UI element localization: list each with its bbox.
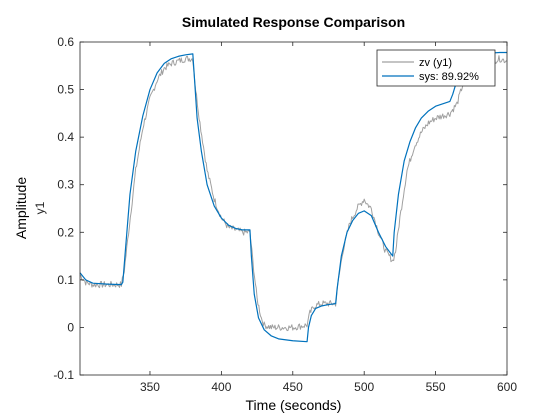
y-tick-label: 0.3: [57, 178, 74, 192]
y-axis-sublabel: y1: [33, 201, 47, 214]
x-tick-label: 500: [354, 380, 374, 394]
x-ticks: 350 400 450 500 550 600: [140, 42, 517, 394]
y-tick-label: 0.6: [57, 35, 74, 49]
x-tick-label: 350: [140, 380, 160, 394]
chart-title: Simulated Response Comparison: [182, 14, 405, 30]
legend-box: [376, 49, 496, 87]
series-line-zv: [79, 55, 508, 332]
y-ticks: -0.1 0 0.1 0.2 0.3 0.4 0.5 0.6: [53, 35, 507, 382]
x-tick-label: 550: [426, 380, 446, 394]
y-tick-label: 0.2: [57, 225, 74, 239]
y-tick-label: 0.1: [57, 273, 74, 287]
y-tick-label: 0.4: [57, 130, 74, 144]
x-tick-label: 450: [283, 380, 303, 394]
axes-box: [79, 41, 508, 376]
legend-label-sys: sys: 89.92%: [419, 71, 479, 83]
x-axis-label: Time (seconds): [246, 397, 342, 413]
legend: zv (y1) sys: 89.92%: [376, 49, 496, 87]
x-tick-label: 600: [497, 380, 517, 394]
y-tick-label: 0.5: [57, 83, 74, 97]
y-tick-label: -0.1: [53, 368, 74, 382]
x-tick-label: 400: [211, 380, 231, 394]
y-tick-label: 0: [67, 320, 74, 334]
y-axis-label: Amplitude: [13, 177, 29, 239]
series-line-sys: [79, 51, 507, 343]
legend-label-zv: zv (y1): [419, 57, 452, 69]
series-lines: [79, 51, 508, 343]
plot-area: [80, 42, 507, 375]
